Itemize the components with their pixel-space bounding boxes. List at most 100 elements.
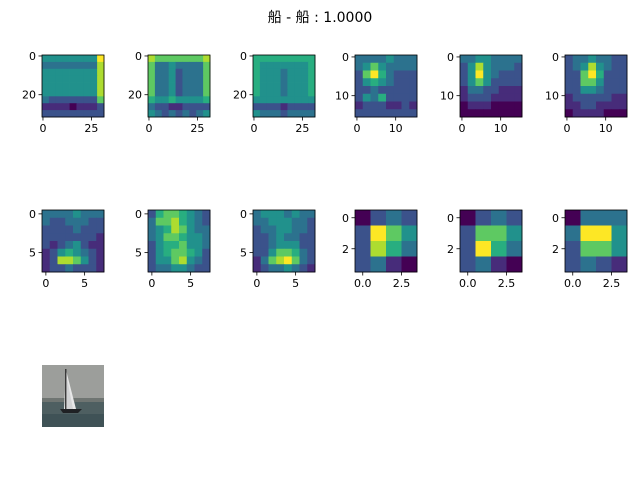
heatmap-cell xyxy=(596,62,605,71)
heatmap-cell xyxy=(386,210,402,226)
heatmap-cell xyxy=(175,103,183,111)
axes-frame xyxy=(564,54,628,118)
heatmap-cell xyxy=(80,217,89,226)
heatmap-cell xyxy=(294,89,302,97)
heatmap-cell xyxy=(401,93,410,102)
heatmap-cell xyxy=(76,61,84,70)
heatmap-cell xyxy=(57,210,66,219)
heatmap-cell xyxy=(308,75,316,83)
heatmap-cell xyxy=(287,89,295,97)
heatmap-cell xyxy=(370,55,379,64)
fm-row1-5: 0 10 0 10 xyxy=(440,51,523,135)
heatmap-cell xyxy=(179,264,188,273)
heatmap-cell xyxy=(69,89,77,97)
heatmap-cell xyxy=(506,101,515,110)
heatmap-cell xyxy=(69,75,77,83)
y-tick-label: 2 xyxy=(447,243,454,256)
heatmap-cell xyxy=(175,68,183,77)
heatmap-cell xyxy=(284,256,293,265)
heatmap-cell xyxy=(203,89,211,97)
heatmap-cell xyxy=(514,86,523,95)
heatmap-cell xyxy=(619,78,628,87)
heatmap-cell xyxy=(161,82,170,90)
y-tick-label: 5 xyxy=(29,247,36,260)
heatmap-cell xyxy=(196,68,204,77)
heatmap-cell xyxy=(168,82,176,90)
heatmap-cell xyxy=(96,256,105,265)
heatmap-cell xyxy=(194,264,203,273)
heatmap-cell xyxy=(202,233,211,242)
heatmap-cell xyxy=(154,96,163,104)
heatmap-cell xyxy=(76,75,84,83)
x-tick-label: 0 xyxy=(253,277,260,290)
axes-frame xyxy=(147,54,211,118)
heatmap-cell xyxy=(572,86,581,95)
heatmap-cell xyxy=(491,62,500,71)
heatmap-cell xyxy=(565,78,574,87)
heatmap-cell xyxy=(83,75,91,83)
heatmap-cell xyxy=(48,82,57,90)
heatmap-cell xyxy=(362,93,371,102)
heatmap-cell xyxy=(370,62,379,71)
heatmap-cell xyxy=(260,256,269,265)
heatmap-cell xyxy=(514,109,523,118)
heatmap-cell xyxy=(49,217,58,226)
heatmap-cell xyxy=(163,264,172,273)
heatmap-cell xyxy=(55,61,64,70)
heatmap-cell xyxy=(148,75,156,83)
heatmap-cell xyxy=(491,101,500,110)
heatmap-cell xyxy=(284,264,293,273)
heatmap-cell xyxy=(88,241,97,250)
heatmap-cell xyxy=(284,248,293,257)
heatmap-cell xyxy=(154,89,163,97)
heatmap-cell xyxy=(308,103,316,111)
heatmap-cell xyxy=(299,210,308,219)
heatmap-cell xyxy=(83,89,91,97)
heatmap-cell xyxy=(491,210,507,226)
heatmap-cell xyxy=(73,241,82,250)
heatmap-cell xyxy=(572,109,581,118)
heatmap-cell xyxy=(49,233,58,242)
heatmap-cell xyxy=(268,225,277,234)
heatmap-cell xyxy=(386,78,395,87)
heatmap-cell xyxy=(76,55,84,63)
heatmap-cell xyxy=(370,101,379,110)
heatmap-cell xyxy=(163,241,172,250)
heatmap-cell xyxy=(148,55,156,63)
heatmap-cell xyxy=(80,241,89,250)
heatmap-cell xyxy=(280,61,288,70)
heatmap-cell xyxy=(175,96,183,104)
heatmap-cell xyxy=(588,55,597,64)
heatmap-cell xyxy=(467,101,476,110)
heatmap-cell xyxy=(514,101,523,110)
heatmap-cell xyxy=(294,82,302,90)
heatmap-cell xyxy=(83,55,91,63)
heatmap-cell xyxy=(203,103,211,111)
heatmap-cell xyxy=(273,68,281,77)
heatmap-cell xyxy=(196,75,204,83)
heatmap-cell xyxy=(280,89,288,97)
heatmap-cell xyxy=(42,89,50,97)
heatmap-cell xyxy=(355,86,364,95)
heatmap-cell xyxy=(154,55,163,63)
heatmap-cell xyxy=(611,256,628,273)
heatmap-cell xyxy=(386,70,395,79)
heatmap-cell xyxy=(491,241,507,257)
heatmap-cell xyxy=(580,101,589,110)
heatmap-cell xyxy=(168,89,176,97)
heatmap-cell xyxy=(182,75,190,83)
heatmap-cell xyxy=(386,62,395,71)
heatmap-cell xyxy=(467,62,476,71)
heatmap-cell xyxy=(55,68,64,77)
heatmap-cell xyxy=(619,55,628,64)
heatmap-cell xyxy=(475,225,492,242)
heatmap-cell xyxy=(287,110,295,118)
heatmap-cell xyxy=(301,82,309,90)
heatmap-cell xyxy=(276,264,285,273)
heatmap-cell xyxy=(97,96,105,104)
heatmap-cell xyxy=(69,110,77,118)
heatmap-cell xyxy=(603,86,612,95)
heatmap-cell xyxy=(301,75,309,83)
x-tick-label: 5 xyxy=(187,277,194,290)
heatmap-cell xyxy=(280,55,288,63)
